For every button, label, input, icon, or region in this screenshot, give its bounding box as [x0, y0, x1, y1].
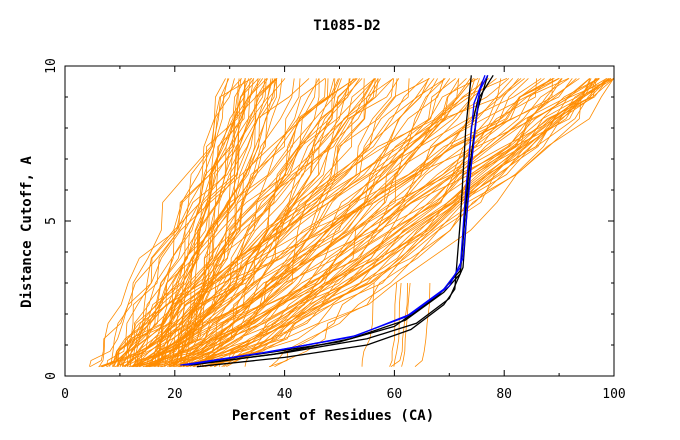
- background-series-line: [161, 78, 435, 368]
- y-tick-label: 10: [44, 58, 59, 74]
- background-series-line: [137, 78, 226, 367]
- y-tick-label: 0: [44, 372, 59, 380]
- background-series-line: [101, 78, 560, 368]
- background-series-line: [185, 78, 351, 367]
- background-series-line: [189, 78, 592, 368]
- background-series-line: [175, 78, 456, 368]
- background-series-line: [390, 282, 408, 368]
- background-series-line: [89, 78, 356, 368]
- background-series-line: [146, 78, 283, 367]
- highlight-series-blue: [185, 74, 489, 366]
- background-series-line: [153, 78, 615, 367]
- background-series-line: [109, 78, 253, 367]
- x-axis-title: Percent of Residues (CA): [232, 408, 434, 424]
- background-series-line: [136, 78, 250, 367]
- background-series-line: [393, 282, 402, 367]
- x-tick-label: 40: [277, 387, 293, 402]
- background-series-line: [361, 282, 375, 367]
- x-tick-label: 100: [602, 387, 625, 402]
- axes-layer: 0 20 40 60 80 100 0 5 10: [44, 58, 626, 402]
- background-series-line: [159, 78, 485, 368]
- background-series-line: [98, 78, 268, 367]
- background-series-line: [226, 78, 597, 368]
- x-tick-label: 0: [61, 387, 69, 402]
- background-series-line: [197, 78, 563, 368]
- background-series-line: [149, 78, 350, 368]
- background-series-line: [140, 78, 376, 367]
- background-series-line: [169, 78, 596, 368]
- background-series-line: [133, 78, 277, 367]
- background-series-line: [136, 78, 497, 368]
- chart-title: T1085-D2: [313, 18, 380, 34]
- background-series-line: [129, 78, 363, 367]
- background-series-line: [178, 78, 272, 367]
- background-series-line: [186, 78, 342, 367]
- background-series-line: [193, 78, 615, 368]
- background-series-line: [114, 78, 229, 368]
- background-series-line: [183, 78, 610, 367]
- background-series-line: [157, 78, 320, 367]
- y-axis-title: Distance Cutoff, A: [19, 156, 35, 308]
- highlight-series-black: [196, 75, 472, 368]
- background-series-line: [193, 78, 611, 368]
- background-series-line: [129, 78, 358, 367]
- background-series-line: [123, 78, 277, 367]
- background-series-line: [202, 78, 612, 368]
- background-series-line: [173, 78, 545, 368]
- background-series-line: [100, 78, 479, 368]
- background-series-line: [112, 78, 259, 367]
- background-series-line: [169, 78, 400, 367]
- background-series-line: [192, 78, 376, 368]
- background-series-line: [135, 78, 460, 368]
- background-series-line: [148, 78, 519, 368]
- series-layer: [89, 74, 615, 368]
- background-series-line: [203, 78, 614, 368]
- background-series-line: [172, 78, 410, 367]
- background-series-line: [145, 78, 438, 368]
- background-series-line: [154, 78, 230, 367]
- background-series-line: [389, 282, 398, 367]
- background-series-line: [134, 78, 508, 367]
- background-series-line: [158, 78, 269, 367]
- background-series-line: [152, 78, 471, 368]
- background-series-line: [401, 282, 411, 367]
- background-series-line: [112, 78, 522, 367]
- x-tick-label: 20: [167, 387, 183, 402]
- x-tick-label: 80: [496, 387, 512, 402]
- background-series-line: [112, 78, 356, 367]
- background-series-line: [89, 78, 310, 367]
- background-series-line: [221, 78, 502, 368]
- background-series-line: [142, 78, 529, 368]
- background-series-line: [201, 78, 395, 367]
- x-tick-label: 60: [387, 387, 403, 402]
- y-tick-label: 5: [44, 217, 59, 225]
- background-series-line: [170, 78, 490, 368]
- background-series-line: [210, 78, 612, 367]
- background-series-line: [414, 282, 431, 368]
- background-series-line: [122, 78, 264, 367]
- background-series-line: [172, 78, 340, 367]
